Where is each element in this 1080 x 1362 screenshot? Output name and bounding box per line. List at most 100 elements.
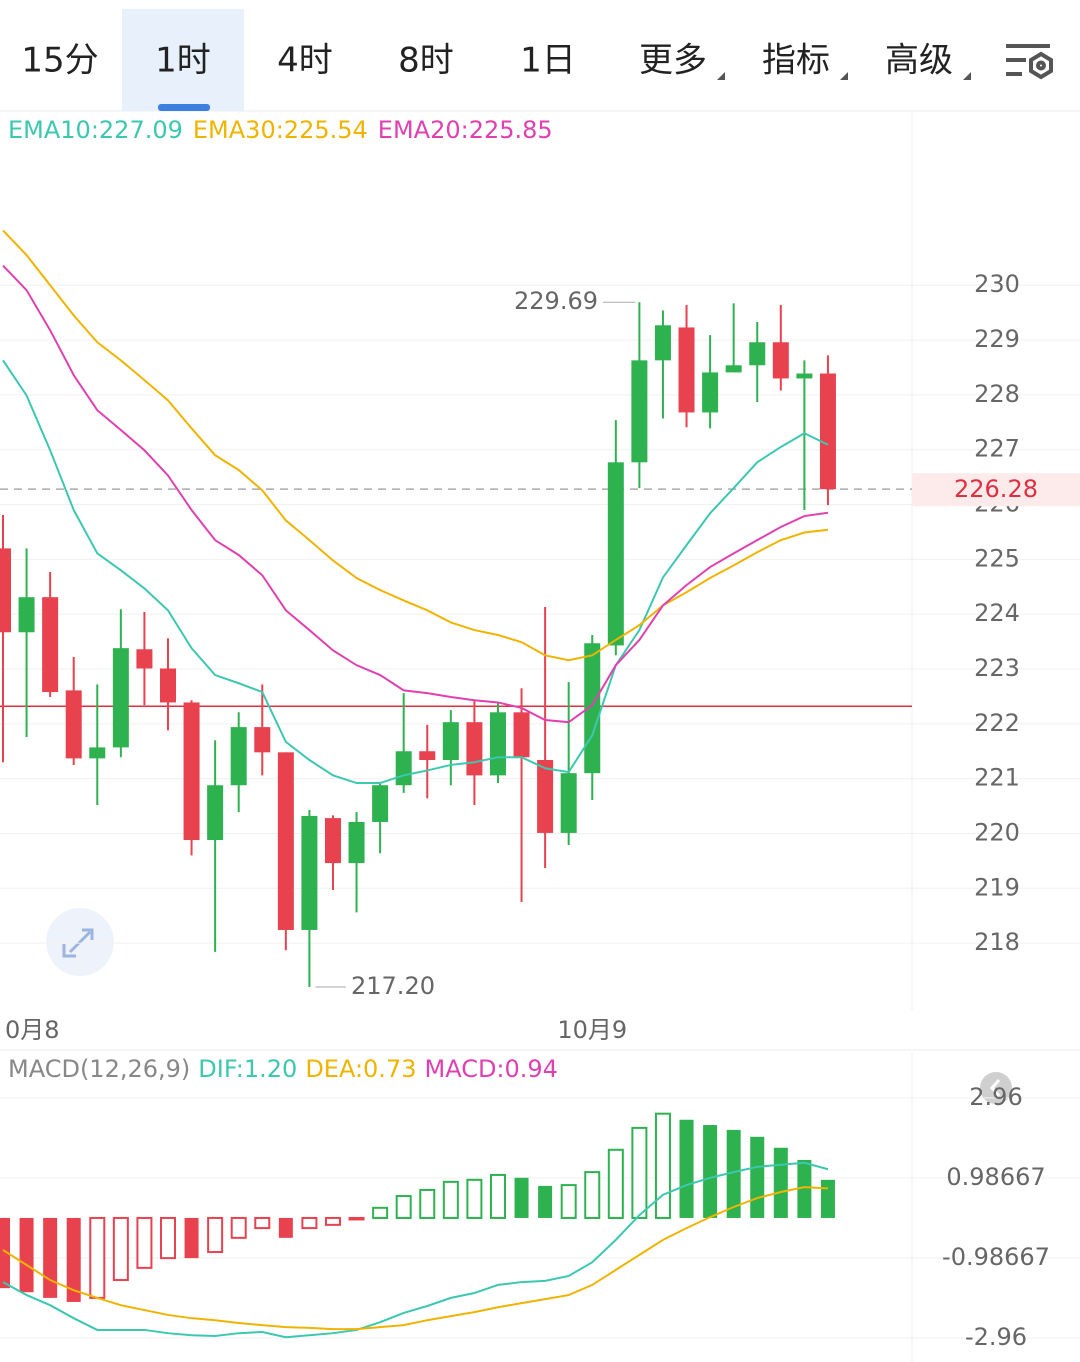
y-tick-label: -0.98667 bbox=[942, 1243, 1050, 1271]
macd-bar bbox=[514, 1177, 529, 1218]
tab[interactable]: 4时 bbox=[277, 41, 333, 81]
macd-bar bbox=[773, 1147, 788, 1218]
dropdown-caret bbox=[963, 72, 971, 80]
macd-bar bbox=[112, 1216, 129, 1282]
y-tick-label: 224 bbox=[974, 599, 1020, 627]
ema-line bbox=[2, 359, 829, 785]
macd-bar bbox=[442, 1180, 459, 1219]
candle-body bbox=[654, 325, 671, 361]
dropdown-caret bbox=[717, 72, 725, 80]
macd-bar bbox=[607, 1148, 624, 1219]
macd-bar bbox=[584, 1171, 601, 1219]
candle-body bbox=[419, 751, 436, 761]
candle-body bbox=[466, 722, 483, 776]
tab[interactable]: 指标 bbox=[762, 41, 830, 81]
macd-bar bbox=[419, 1188, 436, 1219]
y-tick-label: 219 bbox=[974, 873, 1020, 901]
macd-bar bbox=[654, 1112, 671, 1219]
macd-bar bbox=[489, 1173, 506, 1219]
candle-body bbox=[348, 821, 365, 864]
candle-body bbox=[725, 365, 742, 373]
y-tick-label: 227 bbox=[974, 435, 1020, 463]
candle-body bbox=[0, 548, 11, 633]
y-tick-label: 0.98667 bbox=[946, 1163, 1045, 1191]
tab[interactable]: 15分 bbox=[21, 41, 98, 81]
tab[interactable]: 更多 bbox=[639, 41, 707, 81]
ema-line bbox=[2, 229, 829, 662]
y-tick-label: 228 bbox=[974, 380, 1020, 408]
macd-bar bbox=[820, 1179, 835, 1218]
last-price-box bbox=[912, 473, 1080, 507]
x-label: 0月8 bbox=[5, 1016, 60, 1044]
macd-bar bbox=[254, 1216, 271, 1230]
macd-bar bbox=[230, 1216, 247, 1239]
candle-body bbox=[136, 649, 153, 669]
legend: MACD(12,26,9) DIF:1.20 DEA:0.73 MACD:0.94 bbox=[8, 1055, 558, 1083]
y-tick-label: 229 bbox=[974, 325, 1020, 353]
tab[interactable]: 1时 bbox=[155, 41, 211, 81]
macd-line bbox=[2, 1186, 829, 1331]
legend-entry: EMA20:225.85 bbox=[378, 116, 553, 144]
y-tick-label: 230 bbox=[974, 270, 1020, 298]
candle-body bbox=[513, 712, 530, 758]
macd-bar bbox=[372, 1206, 389, 1219]
candle-body bbox=[796, 373, 813, 379]
legend-entry: MACD(12,26,9) bbox=[8, 1055, 190, 1083]
macd-bar bbox=[301, 1216, 318, 1230]
macd-bar bbox=[797, 1159, 812, 1218]
candle-body bbox=[631, 360, 648, 463]
x-label: 10月9 bbox=[557, 1016, 627, 1044]
candle-body bbox=[607, 462, 624, 646]
legend-entry: MACD:0.94 bbox=[424, 1055, 557, 1083]
candle-body bbox=[560, 773, 577, 833]
annotation: 217.20 bbox=[351, 972, 435, 1000]
macd-bar bbox=[43, 1217, 58, 1298]
candle-body bbox=[372, 785, 389, 822]
legend-entry: EMA30:225.54 bbox=[193, 116, 368, 144]
macd-bar bbox=[278, 1217, 293, 1238]
y-tick-label: 225 bbox=[974, 544, 1020, 572]
macd-bar bbox=[560, 1184, 577, 1219]
y-tick-label: 221 bbox=[974, 764, 1020, 792]
settings-icon[interactable] bbox=[1006, 44, 1053, 80]
dropdown-caret bbox=[840, 72, 848, 80]
legend-entry: DEA:0.73 bbox=[305, 1055, 416, 1083]
active-tab-bg bbox=[122, 9, 244, 111]
candle-body bbox=[702, 372, 719, 413]
macd-bar bbox=[136, 1216, 153, 1269]
tab[interactable]: 1日 bbox=[520, 41, 576, 81]
macd-bar bbox=[19, 1217, 34, 1293]
y-tick-label: 2.96 bbox=[969, 1083, 1022, 1111]
candle-body bbox=[183, 702, 200, 841]
macd-bar bbox=[184, 1217, 199, 1259]
candle-body bbox=[159, 668, 176, 703]
legend: EMA10:227.09 EMA30:225.54 EMA20:225.85 bbox=[8, 116, 553, 144]
macd-line bbox=[2, 1161, 829, 1339]
candle-body bbox=[277, 752, 294, 930]
candle-body bbox=[442, 722, 459, 761]
candle-body bbox=[301, 815, 318, 930]
macd-bar bbox=[750, 1136, 765, 1218]
last-price-label: 226.28 bbox=[954, 475, 1038, 503]
legend-entry: EMA10:227.09 bbox=[8, 116, 183, 144]
candle-body bbox=[89, 747, 106, 759]
candle-body bbox=[207, 785, 224, 841]
k-icon[interactable] bbox=[980, 1072, 1012, 1104]
macd-bar bbox=[538, 1185, 553, 1218]
tab[interactable]: 8时 bbox=[398, 41, 454, 81]
candle-body bbox=[537, 760, 554, 833]
macd-bar bbox=[324, 1216, 341, 1226]
candle-body bbox=[772, 342, 789, 379]
active-tab-underline bbox=[158, 104, 210, 111]
candle-body bbox=[230, 727, 247, 786]
tab[interactable]: 高级 bbox=[885, 41, 953, 81]
candle-body bbox=[678, 327, 695, 413]
macd-bar bbox=[631, 1126, 648, 1219]
candle-body bbox=[42, 597, 59, 693]
ema-line bbox=[2, 264, 829, 724]
expand-icon[interactable] bbox=[46, 908, 114, 976]
macd-bar bbox=[159, 1216, 176, 1260]
macd-bar bbox=[679, 1119, 694, 1218]
macd-bar bbox=[395, 1195, 412, 1219]
